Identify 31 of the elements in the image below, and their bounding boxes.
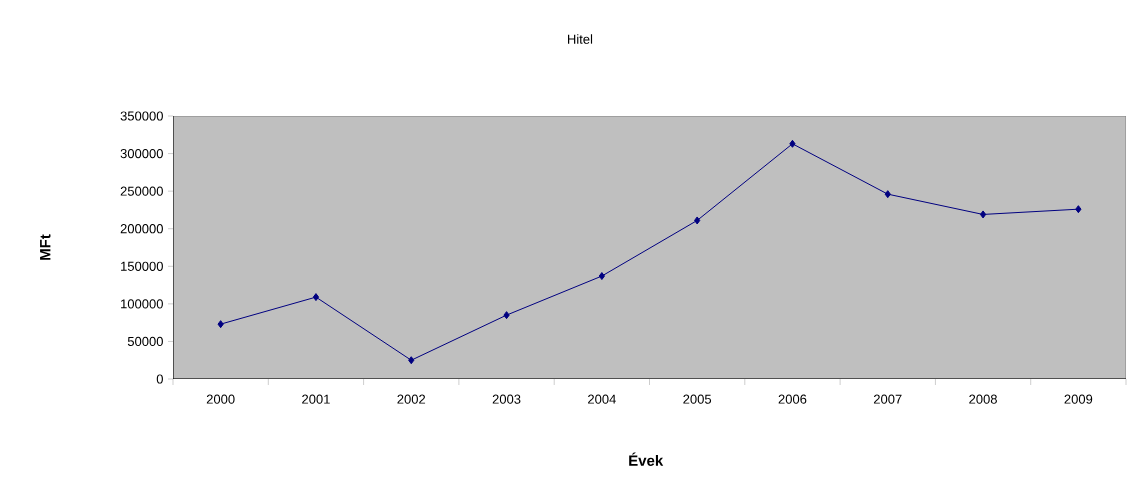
x-tick-label: 2003 [492, 394, 521, 404]
x-tick-label: 2001 [302, 394, 330, 404]
x-tick-label: 2000 [206, 394, 235, 404]
x-tick-label: 2009 [1064, 394, 1093, 404]
point [979, 210, 987, 219]
x-axis-title: Évek [629, 452, 664, 466]
x-tick-label: 2005 [683, 394, 712, 404]
x-tick-label: 2008 [969, 394, 997, 404]
y-tick-label: 150000 [121, 261, 163, 271]
point [503, 311, 510, 320]
chart-title: Hitel [568, 34, 593, 44]
point [884, 190, 891, 199]
y-tick-label: 300000 [120, 148, 163, 159]
y-tick-label: 250000 [120, 186, 163, 196]
point [312, 293, 320, 302]
y-tick-label: 100000 [121, 299, 163, 309]
point [789, 139, 796, 148]
x-tick-label: 2007 [873, 394, 902, 404]
y-tick-label: 0 [156, 374, 163, 384]
point [694, 216, 701, 225]
x-tick-label: 2002 [397, 394, 426, 404]
y-tick-label: 350000 [120, 111, 163, 121]
y-axis-title: MFt [40, 234, 51, 260]
point [1075, 205, 1082, 214]
x-tick-label: 2006 [778, 394, 807, 404]
point [217, 320, 224, 329]
point [408, 356, 415, 365]
x-tick-label: 2004 [588, 394, 616, 404]
y-tick-label: 200000 [120, 224, 163, 234]
point [598, 272, 605, 281]
y-tick-label: 50000 [127, 336, 163, 347]
